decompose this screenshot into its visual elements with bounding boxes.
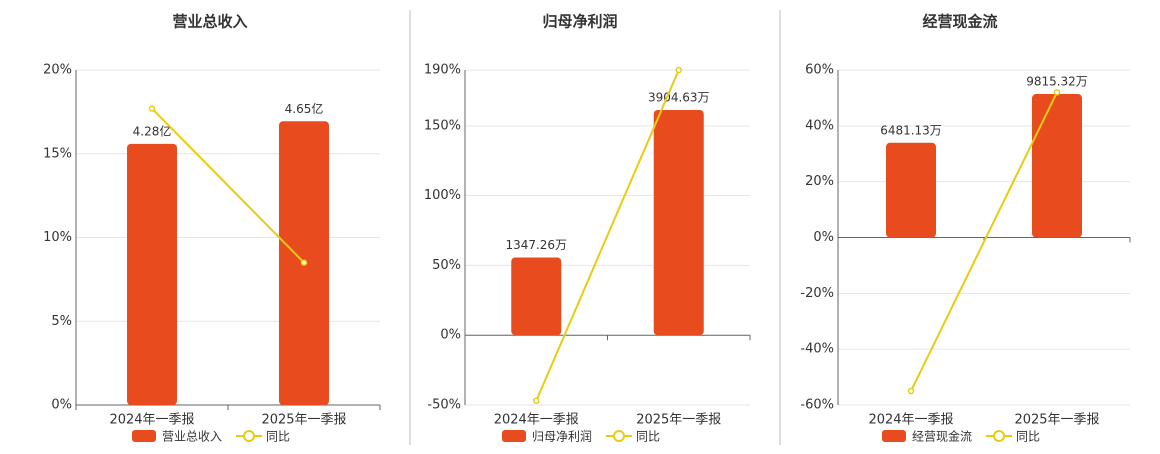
x-tick-label: 2024年一季报 [494,413,579,428]
value-label: 9815.32万 [1026,75,1088,89]
legend-label: 同比 [1016,430,1040,444]
value-label: 6481.13万 [880,123,942,137]
y-tick-label: 50% [432,258,461,273]
x-tick-label: 2025年一季报 [261,413,346,428]
y-tick-label: 5% [51,314,72,329]
bar [511,257,562,336]
y-tick-label: 40% [805,118,834,133]
x-tick-label: 2025年一季报 [636,413,721,428]
y-tick-label: 100% [424,188,461,203]
y-tick-label: 0% [440,328,461,343]
point [1053,89,1061,96]
chart-title: 营业总收入 [172,13,247,31]
legend-swatch [882,430,906,442]
y-tick-label: -40% [800,342,834,357]
value-label: 4.65亿 [285,101,324,116]
bar [127,143,177,406]
x-tick-label: 2025年一季报 [1014,413,1099,428]
chart-title: 归母净利润 [542,13,617,31]
bar [653,109,704,336]
value-label: 3904.63万 [648,90,710,104]
bar [886,142,936,238]
legend-swatch [993,430,1006,442]
value-label: 1347.26万 [505,238,567,252]
x-tick-label: 2024年一季报 [109,413,194,428]
y-tick-label: 150% [424,118,461,133]
y-tick-label: -20% [800,286,834,301]
y-tick-label: 20% [805,174,834,189]
legend-swatch [502,430,526,442]
y-tick-label: 0% [813,230,834,245]
y-tick-label: 0% [51,398,72,413]
legend-label: 归母净利润 [532,430,592,444]
point [148,105,156,112]
y-tick-label: -60% [800,398,834,413]
legend-swatch [132,430,156,442]
line [151,107,305,264]
value-label: 4.28亿 [133,123,172,138]
legend-label: 同比 [266,430,290,444]
chart-title: 经营现金流 [922,13,997,31]
point [533,397,540,405]
point [300,259,308,266]
y-tick-label: -50% [427,398,461,413]
legend-swatch [613,430,626,442]
point [907,387,915,395]
legend-label: 营业总收入 [162,430,222,444]
y-tick-label: 15% [43,146,72,161]
legend-swatch [243,430,256,442]
x-tick-label: 2024年一季报 [868,413,953,428]
legend-label: 同比 [636,430,660,444]
y-tick-label: 60% [805,63,834,78]
line [910,91,1058,392]
line [535,69,680,402]
y-tick-label: 190% [424,63,461,78]
point [675,66,682,74]
y-tick-label: 10% [43,230,72,245]
legend-label: 经营现金流 [912,429,972,444]
y-tick-label: 20% [43,63,72,78]
bar [1032,94,1082,238]
